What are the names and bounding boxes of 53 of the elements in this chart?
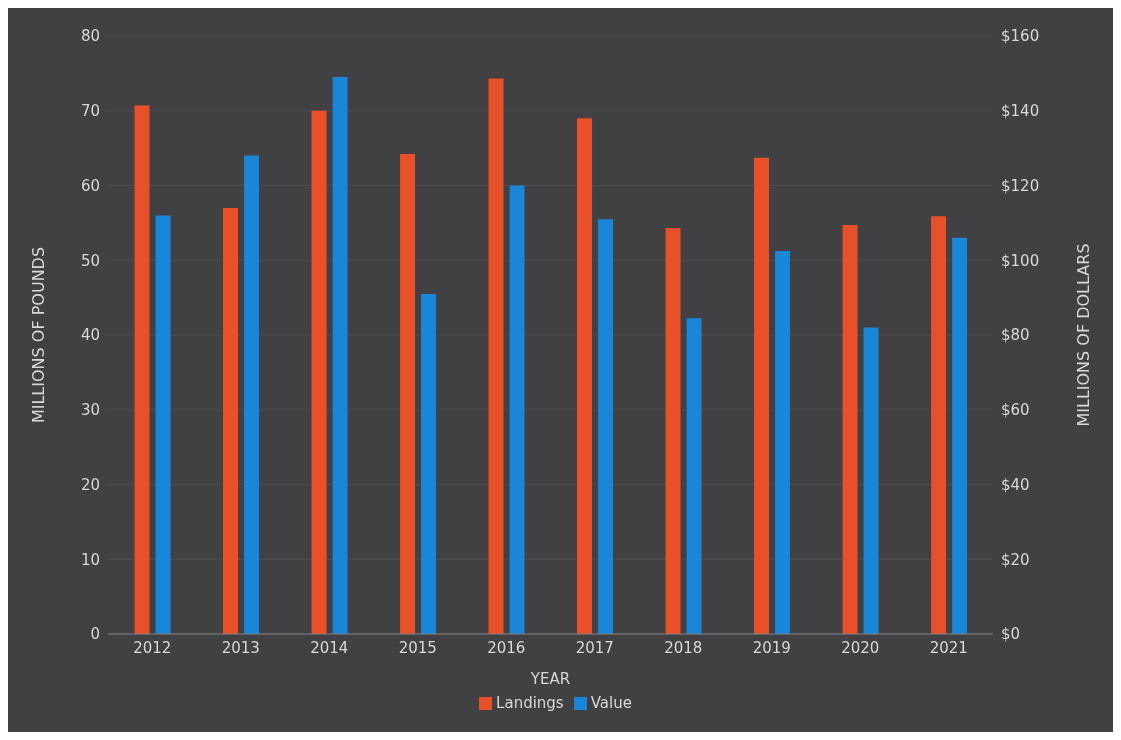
bar [509,185,525,634]
x-tick-label: 2017 [575,638,614,657]
bar [134,105,150,634]
bar [400,154,416,634]
x-tick-label: 2013 [221,638,260,657]
bar [223,207,239,634]
y2-tick-label: $40 [1001,475,1030,494]
y-tick-label: 10 [80,550,100,569]
y-tick-label: 20 [80,475,100,494]
bar [754,157,770,634]
y2-tick-label: $120 [1001,176,1040,195]
y-tick-label: 80 [80,27,100,46]
bar [952,237,968,634]
y2-tick-label: $160 [1001,27,1040,46]
y2-tick-label: $0 [1001,625,1021,644]
bar [244,155,260,634]
y-tick-label: 40 [80,326,100,345]
bar [421,293,437,634]
bar [931,216,947,634]
y2-tick-label: $80 [1001,326,1030,345]
x-tick-label: 2012 [133,638,172,657]
y-tick-label: 30 [80,401,100,420]
bar [488,78,504,634]
y-tick-label: 0 [90,625,100,644]
x-tick-label: 2015 [398,638,437,657]
legend-label: Landings [496,694,564,712]
x-tick-label: 2016 [487,638,526,657]
y2-tick-label: $60 [1001,401,1030,420]
x-tick-label: 2018 [664,638,703,657]
y-tick-label: 50 [80,251,100,270]
y2-tick-label: $20 [1001,550,1030,569]
bar [665,228,681,634]
y-tick-label: 60 [80,176,100,195]
y-tick-label: 70 [80,102,100,121]
bar [842,225,858,634]
x-tick-label: 2019 [752,638,791,657]
bar [311,110,327,634]
legend-label: Value [590,694,632,712]
y2-tick-label: $140 [1001,102,1040,121]
bar [863,327,879,634]
bar [155,215,171,634]
x-tick-label: 2020 [841,638,880,657]
bar [686,318,702,634]
x-tick-label: 2014 [310,638,349,657]
bar [775,250,791,634]
bar [577,118,593,634]
y2-axis-title: MILLIONS OF DOLLARS [1073,243,1093,427]
y2-tick-label: $100 [1001,251,1040,270]
y-axis-title: MILLIONS OF POUNDS [28,246,48,424]
x-tick-label: 2021 [929,638,968,657]
bar [332,77,348,634]
x-axis-title: YEAR [529,670,571,688]
bar [598,219,614,634]
